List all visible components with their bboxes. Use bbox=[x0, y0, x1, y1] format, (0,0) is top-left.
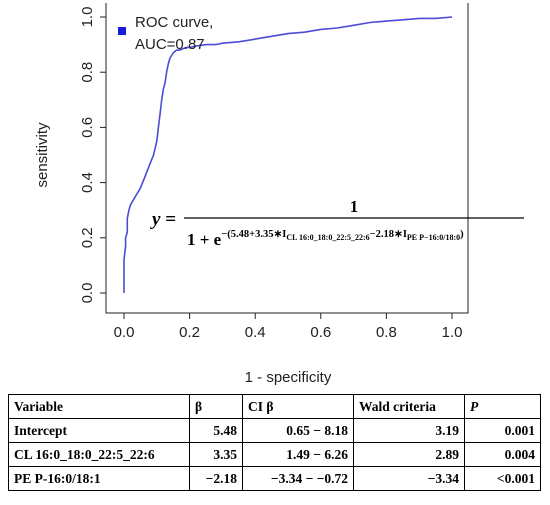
header-ci-beta: CI β bbox=[242, 394, 354, 419]
cell-variable: CL 16:0_18:0_22:5_22:6 bbox=[8, 442, 190, 467]
cell-beta: 3.35 bbox=[189, 442, 243, 467]
header-p: P bbox=[464, 394, 541, 419]
cell-wald: 2.89 bbox=[353, 442, 465, 467]
x-axis-label: 1 - specificity bbox=[245, 369, 332, 386]
equation-numerator: 1 bbox=[350, 197, 359, 216]
y-tick-label: 0.0 bbox=[79, 283, 96, 304]
y-tick-label: 0.8 bbox=[79, 62, 96, 83]
series-layer bbox=[123, 16, 453, 293]
equation-exponent-sub1: CL 16:0_18:0_22:5_22:6 bbox=[286, 233, 369, 242]
y-tick-label: 0.4 bbox=[79, 172, 96, 193]
table-header-row: Variable β CI β Wald criteria P bbox=[8, 394, 541, 419]
equation-exponent-end: ) bbox=[460, 229, 464, 240]
header-wald: Wald criteria bbox=[353, 394, 465, 419]
x-tick-label: 0.8 bbox=[376, 324, 397, 341]
legend-swatch bbox=[118, 27, 126, 35]
cell-beta: 5.48 bbox=[189, 418, 243, 443]
table-row: Intercept 5.48 0.65 − 8.18 3.19 0.001 bbox=[8, 418, 541, 443]
cell-wald: −3.34 bbox=[353, 466, 465, 491]
x-tick-label: 0.6 bbox=[310, 324, 331, 341]
cell-p: 0.004 bbox=[464, 442, 541, 467]
equation-denominator-base: 1 + e bbox=[187, 230, 222, 249]
roc-chart: 0.0 0.2 0.4 0.6 0.8 1.0 0.0 0.2 0.4 0.6 0.8 1.0 RO… bbox=[34, 3, 524, 386]
cell-wald: 3.19 bbox=[353, 418, 465, 443]
equation-exponent-mid: −2.18∗I bbox=[370, 229, 407, 240]
cell-variable: PE P-16:0/18:1 bbox=[8, 466, 190, 491]
header-beta: β bbox=[189, 394, 243, 419]
model-equation: y = 1 1 + e−(5.48+3.35∗ICL 16:0_18:0_22:… bbox=[150, 197, 524, 249]
cell-variable: Intercept bbox=[8, 418, 190, 443]
coefficients-table: Variable β CI β Wald criteria P Intercep… bbox=[8, 394, 541, 491]
cell-ci: 1.49 − 6.26 bbox=[242, 442, 354, 467]
y-tick-label: 1.0 bbox=[79, 7, 96, 28]
equation-lhs: y = bbox=[150, 209, 176, 230]
x-tick-label: 1.0 bbox=[442, 324, 463, 341]
x-tick-label: 0.0 bbox=[114, 324, 135, 341]
cell-p: <0.001 bbox=[464, 466, 541, 491]
y-tick-label: 0.6 bbox=[79, 117, 96, 138]
equation-exponent-sub2: PE P−16:0/18:0 bbox=[407, 233, 460, 242]
table-row: CL 16:0_18:0_22:5_22:6 3.35 1.49 − 6.26 … bbox=[8, 442, 541, 467]
header-variable: Variable bbox=[8, 394, 190, 419]
cell-ci: 0.65 − 8.18 bbox=[242, 418, 354, 443]
table-row: PE P-16:0/18:1 −2.18 −3.34 − −0.72 −3.34… bbox=[8, 466, 541, 491]
x-axis: 0.0 0.2 0.4 0.6 0.8 1.0 bbox=[114, 313, 463, 341]
roc-curve-line bbox=[123, 16, 453, 293]
legend-line-2: AUC=0.87 bbox=[135, 36, 205, 53]
equation-denominator: 1 + e−(5.48+3.35∗ICL 16:0_18:0_22:5_22:6… bbox=[187, 229, 464, 249]
plot-frame bbox=[105, 3, 469, 314]
regression-table: Variable β CI β Wald criteria P Intercep… bbox=[8, 394, 541, 491]
cell-beta: −2.18 bbox=[189, 466, 243, 491]
cell-ci: −3.34 − −0.72 bbox=[242, 466, 354, 491]
cell-p: 0.001 bbox=[464, 418, 541, 443]
equation-exponent-main: −(5.48+3.35∗I bbox=[221, 229, 286, 240]
y-axis-label: sensitivity bbox=[34, 122, 51, 188]
x-tick-label: 0.4 bbox=[245, 324, 266, 341]
x-tick-label: 0.2 bbox=[179, 324, 200, 341]
y-tick-label: 0.2 bbox=[79, 227, 96, 248]
legend-line-1: ROC curve, bbox=[135, 14, 213, 31]
y-axis: 0.0 0.2 0.4 0.6 0.8 1.0 bbox=[79, 7, 106, 304]
